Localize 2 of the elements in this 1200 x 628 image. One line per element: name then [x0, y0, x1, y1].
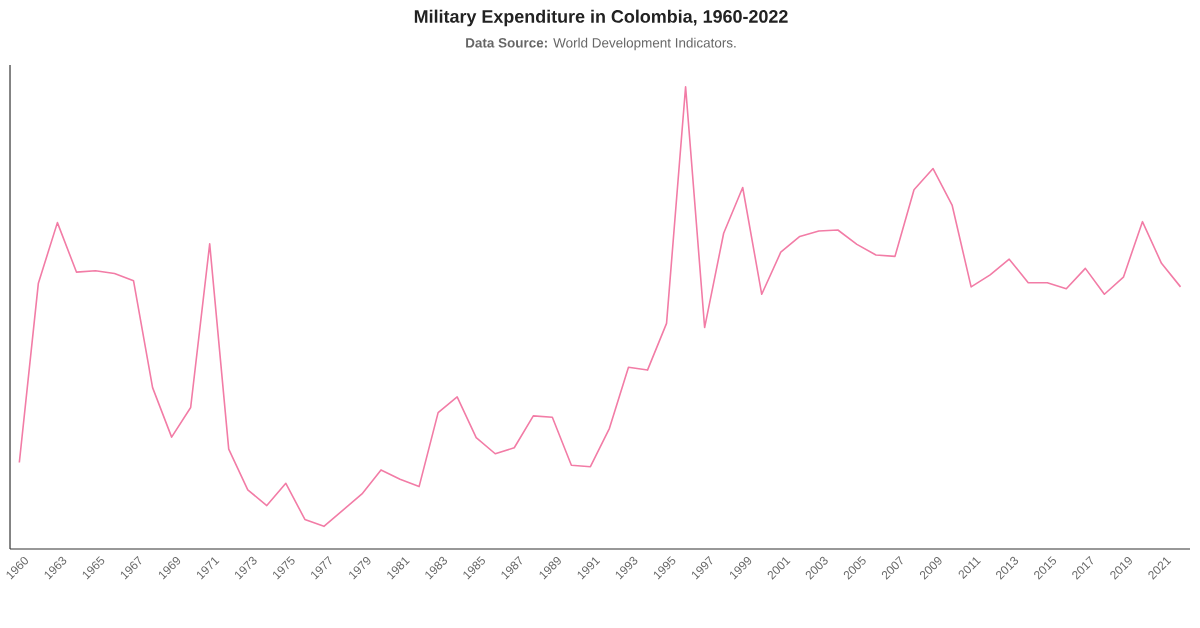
chart-subtitle: Data Source: World Development Indicators.: [466, 37, 736, 51]
chart-title: Military Expenditure in Colombia, 1960-2022: [414, 9, 788, 27]
